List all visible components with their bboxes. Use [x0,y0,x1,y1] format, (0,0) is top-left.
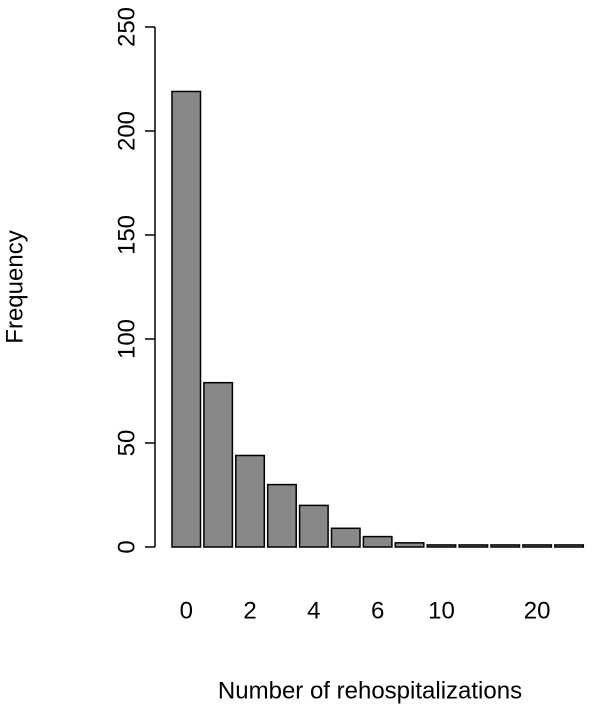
bar [330,527,361,548]
x-tick-label: 0 [180,597,193,624]
bar [490,544,521,548]
bar [554,544,585,548]
bar [171,90,202,548]
x-tick-label: 6 [371,597,384,624]
bar [458,544,489,548]
x-tick-label: 4 [307,597,320,624]
bar [298,504,329,548]
x-tick-label: 20 [524,597,551,624]
y-tick-label: 100 [113,319,140,359]
bar [362,535,393,548]
bar [394,542,425,548]
y-tick-label: 50 [113,430,140,457]
y-tick-label: 0 [113,540,140,553]
bar [426,544,457,548]
y-tick-label: 150 [113,215,140,255]
bar [266,483,297,548]
bar [235,454,266,548]
x-tick-label: 2 [243,597,256,624]
y-tick-label: 250 [113,7,140,47]
bar [522,544,553,548]
bar [203,381,234,548]
x-axis-label: Number of rehospitalizations [218,677,522,704]
y-axis-label: Frequency [1,230,28,343]
y-tick-label: 200 [113,111,140,151]
x-tick-label: 10 [428,597,455,624]
